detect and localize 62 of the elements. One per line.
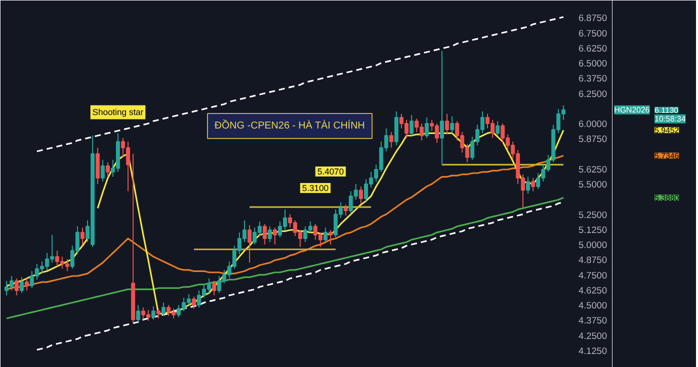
candlestick [496, 120, 500, 136]
candlestick [248, 224, 252, 264]
candlestick [531, 177, 536, 192]
candlestick [24, 278, 29, 292]
text: 5.7346 [654, 152, 680, 161]
candlestick [344, 204, 348, 216]
candlestick [389, 131, 394, 148]
text: HGN2026 [614, 105, 650, 114]
y-tick-label: 6.0000 [578, 119, 608, 130]
line-series [36, 16, 564, 152]
text: ĐỒNG -CPEN26 - HÀ TÀI CHÍNH [214, 120, 365, 132]
y-tick-label: 6.3750 [578, 74, 608, 84]
candlestick [272, 227, 277, 246]
annotation: 5.4070 [317, 166, 344, 176]
y-tick-label: 5.1250 [578, 224, 608, 235]
y-tick-label: 6.6250 [578, 43, 608, 54]
y-tick-label: 6.7500 [578, 28, 608, 38]
y-tick-label: 5.5000 [578, 180, 608, 190]
text: 10:58:34 [654, 114, 686, 124]
candlestick [328, 230, 333, 246]
y-tick-label: 4.7500 [578, 270, 608, 280]
candlestick [424, 116, 429, 139]
line-series [6, 196, 564, 320]
line-series [6, 154, 564, 290]
y-tick-label: 5.0000 [578, 240, 608, 250]
y-tick-label: 4.2500 [578, 330, 608, 341]
candlestick [410, 114, 414, 136]
candlestick [106, 162, 110, 178]
y-tick-label: 4.8750 [578, 255, 608, 266]
candlestick [450, 116, 454, 134]
candlestick [358, 186, 363, 204]
candlestick [161, 302, 166, 316]
y-tick-label: 4.3750 [578, 316, 608, 326]
candlestick [192, 296, 196, 310]
annotation: 5.3100 [302, 183, 329, 194]
y-tick-label: 5.6250 [578, 164, 608, 174]
y-tick-label: 6.2500 [578, 88, 608, 99]
y-tick-label: 4.1250 [578, 346, 608, 356]
candlestick [440, 50, 444, 166]
candlestick [14, 278, 19, 296]
candlestick [100, 159, 105, 182]
y-tick-label: 6.5000 [578, 58, 608, 69]
y-tick-label: 5.2500 [578, 210, 608, 220]
annotation: Shooting star [92, 107, 144, 118]
y-tick-label: 4.6250 [578, 285, 608, 296]
candlestick [80, 227, 85, 246]
candlestick [323, 227, 328, 243]
text: 6.1130 [654, 106, 679, 115]
y-tick-label: 6.8750 [578, 13, 608, 24]
candlestick [136, 304, 140, 322]
candlestick [526, 176, 530, 194]
text: 5.3880 [654, 194, 680, 203]
candlestick [20, 276, 24, 294]
candlestick [444, 113, 450, 135]
candlestick [151, 306, 156, 320]
y-tick-label: 5.8750 [578, 134, 608, 144]
candlestick [156, 308, 160, 319]
candlestick [268, 226, 272, 243]
candlestick [212, 280, 216, 296]
text: 5.9452 [654, 126, 680, 136]
candlestick [262, 223, 267, 246]
y-tick-label: 4.5000 [578, 300, 608, 311]
